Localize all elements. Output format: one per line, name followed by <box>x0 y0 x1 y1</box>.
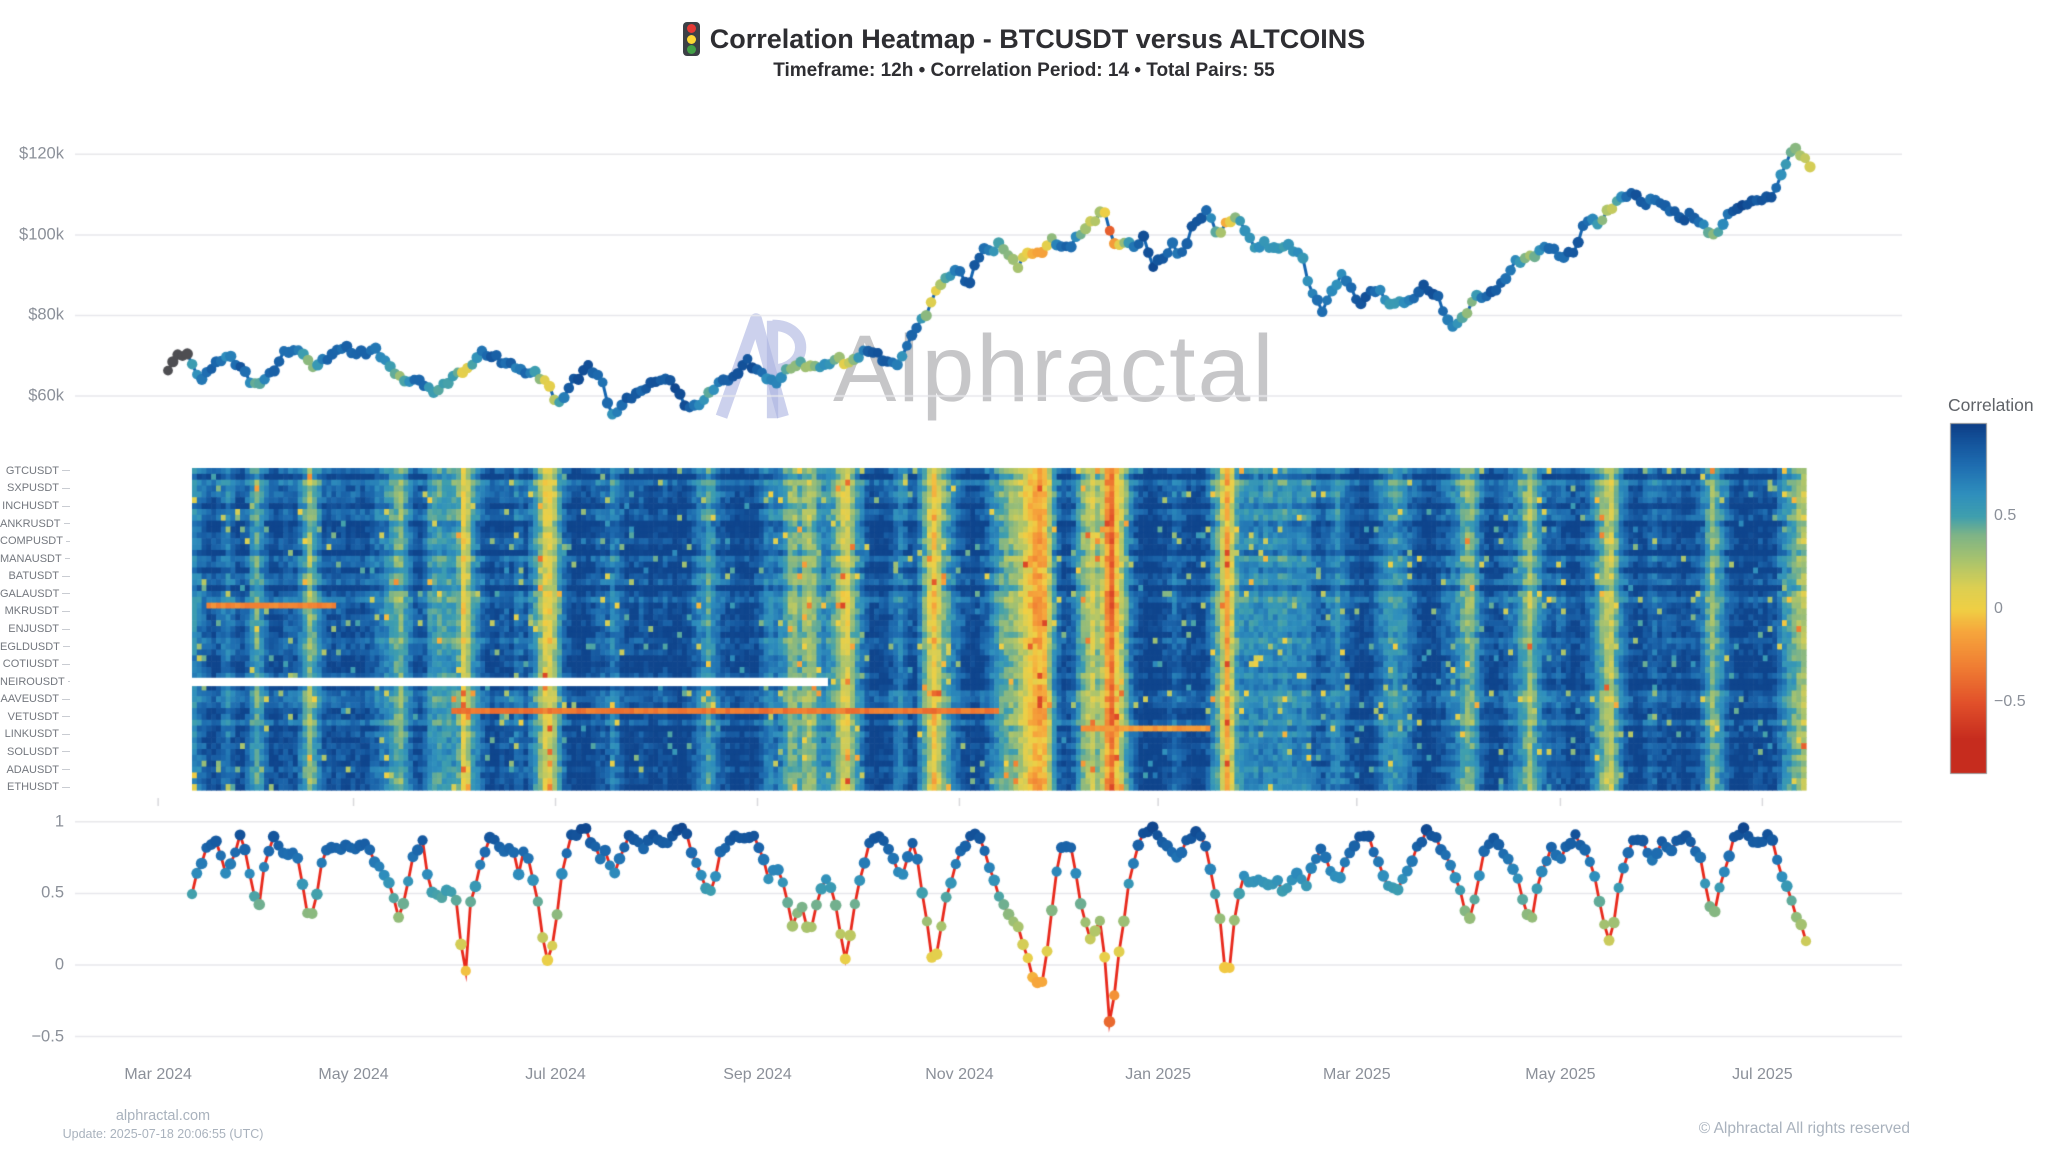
charts-canvas <box>0 0 2048 1152</box>
correlation-dashboard: Alphractal Correlation Heatmap - BTCUSDT… <box>0 0 2048 1152</box>
